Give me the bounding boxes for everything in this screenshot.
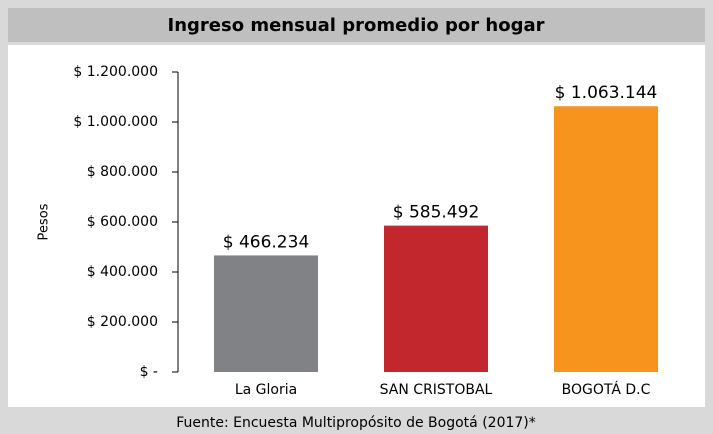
bar (214, 255, 318, 372)
y-tick-label: $ 800.000 (87, 164, 158, 180)
y-axis-label: Pesos (37, 203, 52, 240)
bar (384, 225, 488, 372)
y-tick-label: $ 1.200.000 (73, 64, 158, 80)
data-label: $ 1.063.144 (555, 83, 658, 103)
x-tick-label: BOGOTÁ D.C (562, 381, 651, 398)
x-tick-label: SAN CRISTOBAL (380, 382, 493, 398)
y-tick-label: $ 600.000 (87, 214, 158, 230)
data-label: $ 466.234 (223, 232, 310, 252)
data-label: $ 585.492 (393, 203, 480, 223)
y-tick-label: $ - (140, 364, 158, 380)
y-tick-label: $ 400.000 (87, 264, 158, 280)
y-tick-label: $ 1.000.000 (73, 114, 158, 130)
chart-title: Ingreso mensual promedio por hogar (168, 15, 545, 36)
title-band (8, 8, 705, 42)
source-note: Fuente: Encuesta Multipropósito de Bogot… (176, 415, 536, 431)
y-tick-label: $ 200.000 (87, 314, 158, 330)
bar (554, 106, 658, 373)
x-tick-label: La Gloria (235, 382, 297, 398)
